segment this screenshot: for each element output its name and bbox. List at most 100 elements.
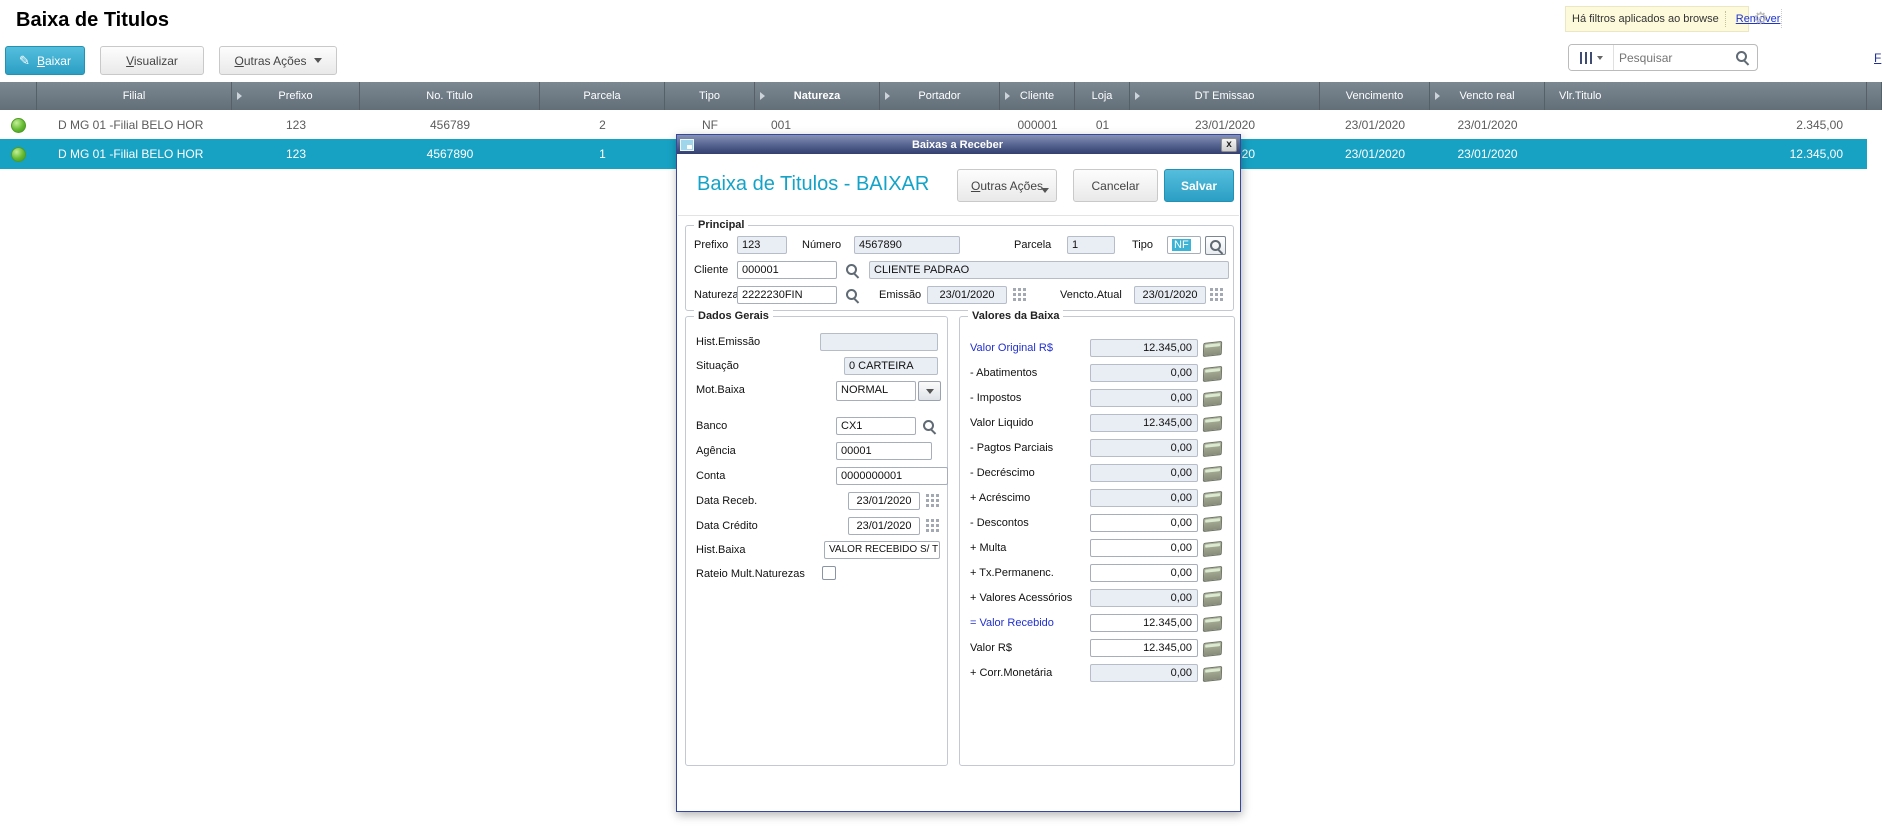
dados-field-0[interactable] [820, 333, 938, 351]
valores-field-6[interactable]: 0,00 [1090, 489, 1198, 507]
money-icon[interactable] [1202, 390, 1223, 408]
salvar-button[interactable]: Salvar [1164, 169, 1234, 202]
money-icon[interactable] [1202, 440, 1223, 458]
column-header-filial[interactable]: Filial [37, 82, 232, 110]
numero-field[interactable]: 4567890 [854, 236, 960, 254]
valores-field-3[interactable]: 12.345,00 [1090, 414, 1198, 432]
column-header-status[interactable] [0, 82, 37, 110]
column-header-natureza[interactable]: Natureza [755, 82, 880, 110]
column-header-label: No. Titulo [426, 90, 473, 102]
calendar-icon[interactable] [926, 494, 942, 509]
dados-field-8[interactable]: VALOR RECEBIDO S/ TIT [824, 541, 940, 559]
calendar-icon[interactable] [1210, 288, 1226, 303]
column-header-vencimento[interactable]: Vencimento [1320, 82, 1430, 110]
valores-field-9[interactable]: 0,00 [1090, 564, 1198, 582]
cell-dt-emissao: 23/01/2020 [1130, 110, 1320, 139]
dados-field-7[interactable]: 23/01/2020 [848, 517, 920, 535]
natureza-field[interactable]: 2222230FIN [737, 286, 837, 304]
combo-dropdown-button[interactable] [918, 381, 941, 401]
dados-field-1[interactable]: 0 CARTEIRA [844, 357, 938, 375]
browse-header: Filial Prefixo No. Titulo Parcela Tipo Nature… [0, 82, 1882, 110]
cliente-field[interactable]: 000001 [737, 261, 837, 279]
column-header-loja[interactable]: Loja [1075, 82, 1130, 110]
money-icon[interactable] [1202, 640, 1223, 658]
money-icon[interactable] [1202, 340, 1223, 358]
dados-field-3[interactable]: CX1 [836, 417, 916, 435]
vencto-atual-field[interactable]: 23/01/2020 [1134, 286, 1206, 304]
column-header-vencto-real[interactable]: Vencto real [1430, 82, 1545, 110]
valores-field-5[interactable]: 0,00 [1090, 464, 1198, 482]
valores-label-9: + Tx.Permanenc. [970, 567, 1054, 579]
valores-field-7[interactable]: 0,00 [1090, 514, 1198, 532]
cell-no-titulo: 456789 [360, 110, 540, 139]
filter-notice-text: Há filtros aplicados ao browse [1572, 13, 1719, 25]
money-icon[interactable] [1202, 540, 1223, 558]
valores-field-4[interactable]: 0,00 [1090, 439, 1198, 457]
partial-right-link[interactable]: F [1874, 51, 1882, 65]
column-header-prefixo[interactable]: Prefixo [232, 82, 360, 110]
prefixo-field[interactable]: 123 [737, 236, 787, 254]
cell-value: 23/01/2020 [1344, 117, 1406, 132]
valores-field-1[interactable]: 0,00 [1090, 364, 1198, 382]
money-icon[interactable] [1202, 490, 1223, 508]
dados-field-5[interactable]: 0000000001 [836, 467, 948, 485]
notice-divider [1724, 11, 1726, 27]
money-icon[interactable] [1202, 465, 1223, 483]
column-header-end[interactable] [1867, 82, 1882, 110]
money-icon[interactable] [1202, 615, 1223, 633]
cell-value: 23/01/2020 [1344, 147, 1406, 161]
outras-acoes-button[interactable]: Outras Ações [219, 46, 337, 75]
column-header-dt-emissao[interactable]: DT Emissao [1130, 82, 1320, 110]
cell-value: 23/01/2020 [1194, 117, 1256, 132]
column-header-parcela[interactable]: Parcela [540, 82, 665, 110]
money-icon[interactable] [1202, 515, 1223, 533]
cell-parcela: 1 [540, 139, 665, 169]
search-input[interactable] [1614, 50, 1735, 65]
valores-label-8: + Multa [970, 542, 1007, 554]
calendar-icon[interactable] [1013, 288, 1029, 303]
cell-value: 000001 [1017, 117, 1058, 132]
valores-field-2[interactable]: 0,00 [1090, 389, 1198, 407]
baixar-button-label: Baixar [36, 53, 71, 68]
column-header-no-titulo[interactable]: No. Titulo [360, 82, 540, 110]
parcela-field[interactable]: 1 [1067, 236, 1115, 254]
column-header-tipo[interactable]: Tipo [665, 82, 755, 110]
valores-field-8[interactable]: 0,00 [1090, 539, 1198, 557]
money-icon[interactable] [1202, 365, 1223, 383]
rateio-mult-naturezas-checkbox[interactable] [822, 566, 836, 580]
close-icon[interactable]: x [1221, 137, 1237, 152]
calendar-icon[interactable] [926, 519, 942, 534]
tipo-lookup-button[interactable] [1205, 236, 1226, 255]
money-icon[interactable] [1202, 565, 1223, 583]
valores-field-11[interactable]: 12.345,00 [1090, 614, 1198, 632]
money-icon[interactable] [1202, 590, 1223, 608]
baixar-button[interactable]: ✎ Baixar [5, 46, 85, 75]
money-icon[interactable] [1202, 415, 1223, 433]
dados-field-6[interactable]: 23/01/2020 [848, 492, 920, 510]
dialog-outras-acoes-button[interactable]: Outras Ações [957, 169, 1057, 202]
valores-field-10[interactable]: 0,00 [1090, 589, 1198, 607]
cliente-lookup-icon[interactable] [845, 263, 860, 278]
money-icon[interactable] [1202, 665, 1223, 683]
lookup-icon[interactable] [922, 419, 937, 434]
remove-filter-link[interactable]: Remover [1735, 13, 1781, 25]
cancelar-button[interactable]: Cancelar [1073, 169, 1158, 202]
column-filter-selector[interactable] [1569, 45, 1614, 70]
search-icon[interactable] [1735, 50, 1750, 65]
valores-field-0[interactable]: 12.345,00 [1090, 339, 1198, 357]
sort-arrow-icon [885, 92, 890, 100]
column-header-portador[interactable]: Portador [880, 82, 1000, 110]
gear-icon[interactable]: ⚙ [1753, 9, 1769, 28]
valores-field-12[interactable]: 12.345,00 [1090, 639, 1198, 657]
column-header-cliente[interactable]: Cliente [1000, 82, 1075, 110]
dados-field-2[interactable]: NORMAL [836, 381, 916, 401]
numero-label: Número [802, 239, 842, 251]
visualizar-button[interactable]: Visualizar [100, 46, 204, 75]
natureza-lookup-icon[interactable] [845, 288, 860, 303]
valores-field-13[interactable]: 0,00 [1090, 664, 1198, 682]
dialog-titlebar[interactable]: Baixas a Receber x [677, 135, 1240, 154]
tipo-field[interactable]: NF [1167, 236, 1201, 254]
column-header-vlr-titulo[interactable]: Vlr.Titulo [1545, 82, 1867, 110]
emissao-field[interactable]: 23/01/2020 [927, 286, 1007, 304]
dados-field-4[interactable]: 00001 [836, 442, 932, 460]
